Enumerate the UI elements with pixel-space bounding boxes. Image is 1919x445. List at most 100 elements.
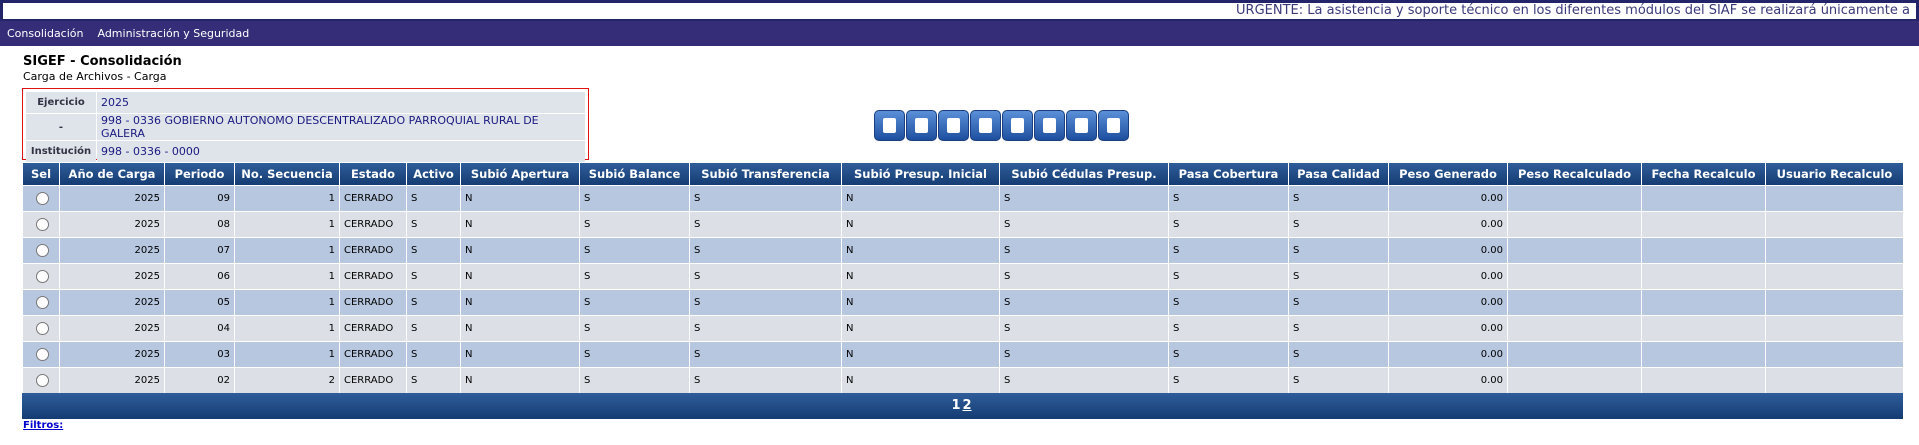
toolbar bbox=[874, 110, 1129, 141]
info-label: - bbox=[26, 114, 96, 140]
menu-item[interactable]: Administración y Seguridad bbox=[97, 27, 250, 40]
grid-row: 2025 02 2 CERRADO S N S S N S S S 0.00 bbox=[22, 366, 1904, 394]
grid-cell: CERRADO bbox=[339, 262, 407, 290]
column-header: Usuario Recalculo bbox=[1765, 163, 1904, 186]
grid-row: 2025 06 1 CERRADO S N S S N S S S 0.00 bbox=[22, 262, 1904, 290]
info-row: -998 - 0336 GOBIERNO AUTONOMO DESCENTRAL… bbox=[26, 114, 585, 140]
grid-cell bbox=[1765, 184, 1904, 212]
grid-cell: 0.00 bbox=[1388, 236, 1508, 264]
column-header: Subió Balance bbox=[579, 163, 690, 186]
toolbar-button[interactable] bbox=[1002, 110, 1033, 141]
grid-cell: 08 bbox=[164, 210, 235, 238]
grid-cell: S bbox=[999, 184, 1169, 212]
row-radio[interactable] bbox=[35, 321, 49, 335]
grid-cell: 1 bbox=[234, 340, 340, 368]
grid-cell: S bbox=[406, 184, 461, 212]
grid-cell: S bbox=[999, 262, 1169, 290]
grid-cell: N bbox=[460, 210, 580, 238]
grid-cell: S bbox=[579, 340, 690, 368]
grid-cell: CERRADO bbox=[339, 340, 407, 368]
grid-row: 2025 05 1 CERRADO S N S S N S S S 0.00 bbox=[22, 288, 1904, 316]
grid-cell: S bbox=[1168, 184, 1289, 212]
toolbar-button[interactable] bbox=[906, 110, 937, 141]
toolbar-button[interactable] bbox=[1034, 110, 1065, 141]
grid-cell: 0.00 bbox=[1388, 288, 1508, 316]
info-value: 998 - 0336 - 0000 bbox=[97, 141, 585, 162]
grid-cell: CERRADO bbox=[339, 210, 407, 238]
column-header: Estado bbox=[339, 163, 407, 186]
info-row: Ejercicio 2025 bbox=[26, 92, 585, 113]
grid-cell: 2025 bbox=[59, 236, 165, 264]
menu-item[interactable]: Consolidación bbox=[7, 27, 84, 40]
marquee: URGENTE: La asistencia y soporte técnico… bbox=[0, 0, 1919, 21]
grid-cell: CERRADO bbox=[339, 314, 407, 342]
grid-cell: S bbox=[689, 314, 842, 342]
grid-cell: 06 bbox=[164, 262, 235, 290]
grid-cell: 2025 bbox=[59, 288, 165, 316]
grid-cell bbox=[1765, 210, 1904, 238]
grid-cell: 0.00 bbox=[1388, 210, 1508, 238]
grid-cell bbox=[1765, 236, 1904, 264]
grid-cell: 2025 bbox=[59, 210, 165, 238]
grid-cell: 2 bbox=[234, 366, 340, 394]
grid-cell: S bbox=[1288, 210, 1389, 238]
toolbar-button[interactable] bbox=[938, 110, 969, 141]
grid-cell bbox=[1507, 262, 1642, 290]
grid-cell: 0.00 bbox=[1388, 340, 1508, 368]
grid-cell: S bbox=[1288, 340, 1389, 368]
info-row: Institución 998 - 0336 - 0000 bbox=[26, 141, 585, 162]
column-header: Activo bbox=[406, 163, 461, 186]
grid-cell bbox=[1765, 314, 1904, 342]
grid-cell bbox=[1507, 184, 1642, 212]
grid-cell: S bbox=[1168, 314, 1289, 342]
column-header: Pasa Cobertura bbox=[1168, 163, 1289, 186]
grid-cell: S bbox=[406, 210, 461, 238]
info-box: Ejercicio 2025-998 - 0336 GOBIERNO AUTONO… bbox=[22, 88, 589, 163]
menu-bar: Consolidación Administración y Seguridad bbox=[0, 21, 1919, 46]
grid-cell: S bbox=[999, 210, 1169, 238]
grid-cell: S bbox=[999, 314, 1169, 342]
row-radio[interactable] bbox=[35, 295, 49, 309]
row-radio[interactable] bbox=[35, 347, 49, 361]
grid-cell: S bbox=[1168, 340, 1289, 368]
grid-cell: S bbox=[689, 184, 842, 212]
page-subtitle: Carga de Archivos - Carga bbox=[23, 70, 167, 83]
select-cell bbox=[22, 210, 60, 238]
grid-cell: N bbox=[460, 366, 580, 394]
row-radio[interactable] bbox=[35, 373, 49, 387]
grid-cell: 05 bbox=[164, 288, 235, 316]
toolbar-button[interactable] bbox=[970, 110, 1001, 141]
grid-cell: S bbox=[1168, 262, 1289, 290]
toolbar-button[interactable] bbox=[1098, 110, 1129, 141]
row-radio[interactable] bbox=[35, 217, 49, 231]
filters-link[interactable]: Filtros: bbox=[23, 420, 64, 431]
grid-cell: S bbox=[1288, 288, 1389, 316]
column-header: Fecha Recalculo bbox=[1641, 163, 1766, 186]
column-header: Peso Generado bbox=[1388, 163, 1508, 186]
info-table: Ejercicio 2025-998 - 0336 GOBIERNO AUTONO… bbox=[25, 91, 586, 163]
grid-cell: S bbox=[689, 236, 842, 264]
grid-cell: N bbox=[460, 314, 580, 342]
grid-cell: 2025 bbox=[59, 262, 165, 290]
page-link[interactable]: 2 bbox=[962, 398, 972, 413]
grid-row: 2025 04 1 CERRADO S N S S N S S S 0.00 bbox=[22, 314, 1904, 342]
grid-cell: S bbox=[1288, 236, 1389, 264]
info-value: 2025 bbox=[97, 92, 585, 113]
grid-cell: 09 bbox=[164, 184, 235, 212]
grid-cell: 2025 bbox=[59, 184, 165, 212]
grid-cell: S bbox=[999, 340, 1169, 368]
grid-cell: 1 bbox=[234, 314, 340, 342]
grid-cell: S bbox=[1168, 288, 1289, 316]
grid-cell bbox=[1641, 184, 1766, 212]
grid-cell: 1 bbox=[234, 210, 340, 238]
row-radio[interactable] bbox=[35, 269, 49, 283]
grid-cell: N bbox=[460, 340, 580, 368]
row-radio[interactable] bbox=[35, 243, 49, 257]
column-header: Subió Cédulas Presup. bbox=[999, 163, 1169, 186]
page-current: 1 bbox=[951, 398, 961, 413]
row-radio[interactable] bbox=[35, 191, 49, 205]
toolbar-button[interactable] bbox=[1066, 110, 1097, 141]
toolbar-button[interactable] bbox=[874, 110, 905, 141]
